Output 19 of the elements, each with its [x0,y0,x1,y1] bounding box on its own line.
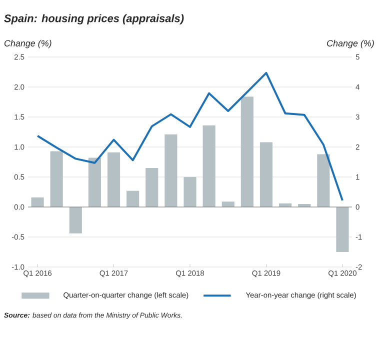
bar [107,152,120,207]
bar [202,125,216,207]
bar [222,202,234,207]
bar [146,168,158,207]
bar [184,176,196,207]
bar [336,207,349,252]
y2-axis-title: Change (%) [327,40,374,48]
bar [240,96,254,207]
bar [88,158,101,207]
bar [126,190,140,207]
line-series [36,72,344,202]
bar [317,154,330,207]
y-axis-title: Change (%) [4,40,52,48]
bar [164,134,178,207]
bar [31,197,44,207]
bar [69,207,82,234]
chart-title: Spain: housing prices (appraisals) [4,14,184,24]
bar [260,142,273,207]
bar [50,151,63,207]
